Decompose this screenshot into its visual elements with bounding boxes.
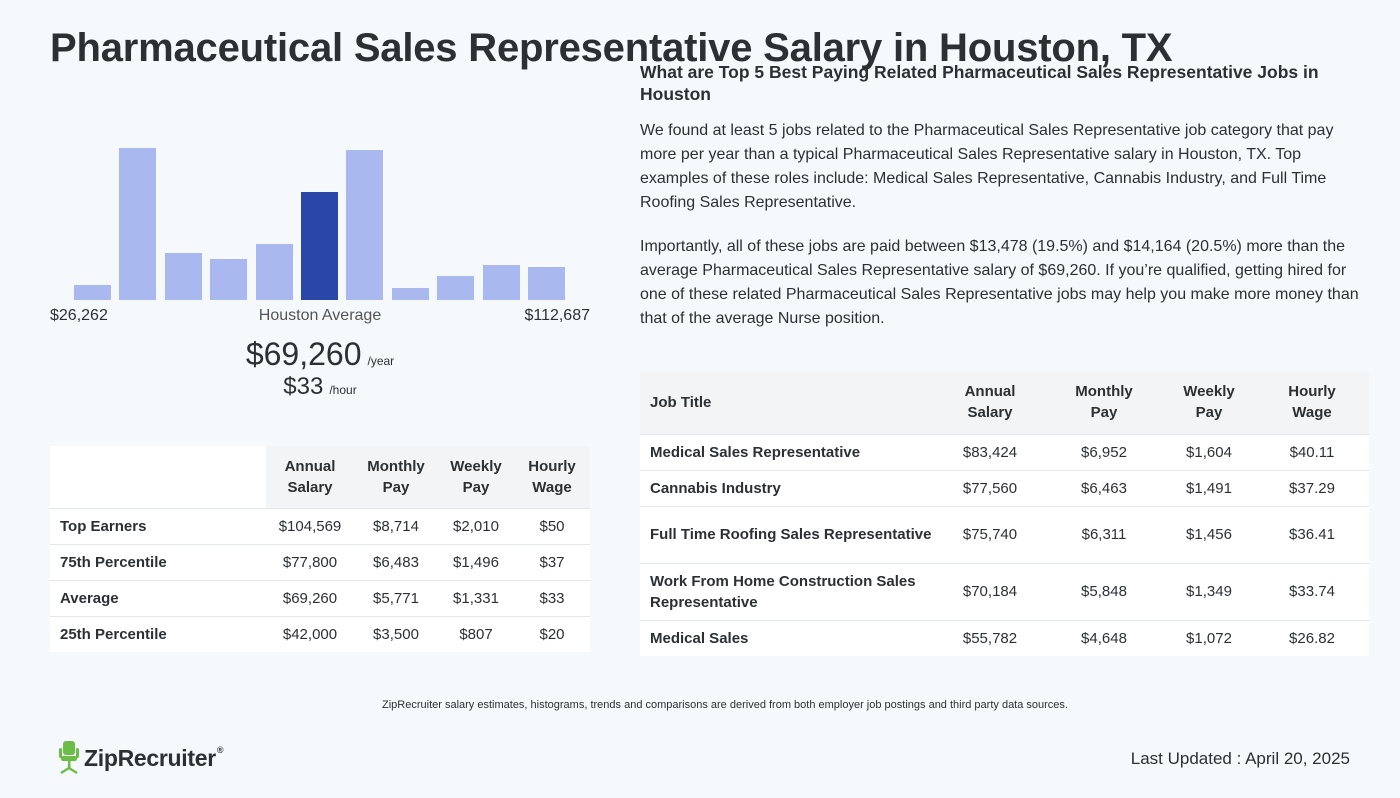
related-jobs-heading: What are Top 5 Best Paying Related Pharm… <box>640 62 1319 104</box>
histogram-bar <box>255 243 293 300</box>
table-header-cell: Annual Salary <box>935 371 1045 434</box>
table-cell: $2,010 <box>438 507 514 544</box>
table-row: Cannabis Industry $77,560 $6,463 $1,491 … <box>640 469 1369 506</box>
table-header-row: Job Title Annual Salary Monthly Pay Weekly… <box>640 371 1369 434</box>
table-header-row: Annual Salary Monthly Pay Weekly Pay Hourly… <box>50 446 590 508</box>
histogram-min-label: $26,262 <box>50 307 108 324</box>
average-salary: $69,260/year $33/hour <box>50 336 590 401</box>
salary-histogram <box>50 120 590 300</box>
job-title-cell: Cannabis Industry <box>640 469 935 506</box>
histogram-labels: $26,262 Houston Average $112,687 <box>50 307 590 329</box>
table-row: Full Time Roofing Sales Representative $… <box>640 505 1369 563</box>
table-header-cell: Monthly Pay <box>1045 371 1163 434</box>
logo-wordmark: ZipRecruiter® <box>84 744 224 771</box>
table-row: Average $69,260 $5,771 $1,331 $33 <box>50 579 590 616</box>
table-cell: $77,560 <box>935 469 1045 506</box>
histogram-bar-average <box>301 192 338 300</box>
salary-percentile-table: Annual Salary Monthly Pay Weekly Pay Hourly… <box>50 446 590 652</box>
table-cell: $37.29 <box>1255 469 1369 506</box>
table-cell: $1,491 <box>1163 469 1255 506</box>
table-cell: $6,311 <box>1045 505 1163 563</box>
histogram-average-label: Houston Average <box>258 307 382 324</box>
table-cell: $40.11 <box>1255 433 1369 470</box>
table-cell: $6,483 <box>354 543 438 580</box>
table-header-cell: Hourly Wage <box>1255 371 1369 434</box>
table-cell: $1,496 <box>438 543 514 580</box>
average-hourly-unit: /hour <box>329 383 357 397</box>
table-cell: $8,714 <box>354 507 438 544</box>
table-header-cell: Weekly Pay <box>438 446 514 508</box>
table-cell: $36.41 <box>1255 505 1369 563</box>
related-jobs-paragraph-1: We found at least 5 jobs related to the … <box>640 122 1334 211</box>
table-header-cell: Monthly Pay <box>354 446 438 508</box>
histogram-bar <box>391 287 429 300</box>
table-header-blank <box>50 446 266 508</box>
job-title-cell: Work From Home Construction Sales Repres… <box>640 562 935 620</box>
table-cell: $55,782 <box>935 619 1045 656</box>
table-cell: $4,648 <box>1045 619 1163 656</box>
table-header-cell: Annual Salary <box>266 446 354 508</box>
last-updated: Last Updated : April 20, 2025 <box>1130 749 1350 768</box>
average-yearly-value: $69,260 <box>245 336 362 372</box>
table-row: Work From Home Construction Sales Repres… <box>640 562 1369 620</box>
table-cell: $77,800 <box>266 543 354 580</box>
histogram-bar <box>528 266 565 300</box>
histogram-max-label: $112,687 <box>524 307 590 324</box>
row-label: Top Earners <box>50 507 266 544</box>
table-cell: $69,260 <box>266 579 354 616</box>
row-label: 25th Percentile <box>50 615 266 652</box>
related-jobs-table: Job Title Annual Salary Monthly Pay Weekly… <box>640 371 1369 656</box>
row-label: Average <box>50 579 266 616</box>
average-hourly-value: $33 <box>283 373 324 400</box>
data-source-footnote: ZipRecruiter salary estimates, histogram… <box>382 699 1068 711</box>
table-cell: $6,463 <box>1045 469 1163 506</box>
table-cell: $6,952 <box>1045 433 1163 470</box>
table-cell: $33.74 <box>1255 562 1369 620</box>
histogram-bar <box>437 275 475 300</box>
table-cell: $37 <box>514 543 590 580</box>
table-cell: $1,331 <box>438 579 514 616</box>
table-cell: $50 <box>514 507 590 544</box>
average-yearly-unit: /year <box>367 354 395 368</box>
table-row: 25th Percentile $42,000 $3,500 $807 $20 <box>50 615 590 652</box>
table-cell: $26.82 <box>1255 619 1369 656</box>
table-cell: $3,500 <box>354 615 438 652</box>
table-header-cell: Job Title <box>640 371 935 434</box>
table-row: Top Earners $104,569 $8,714 $2,010 $50 <box>50 507 590 544</box>
table-cell: $83,424 <box>935 433 1045 470</box>
table-cell: $1,456 <box>1163 505 1255 563</box>
histogram-bar <box>119 148 157 300</box>
histogram-bar <box>74 284 111 300</box>
table-cell: $20 <box>514 615 590 652</box>
table-cell: $5,771 <box>354 579 438 616</box>
table-row: 75th Percentile $77,800 $6,483 $1,496 $3… <box>50 543 590 580</box>
table-cell: $104,569 <box>266 507 354 544</box>
table-cell: $1,072 <box>1163 619 1255 656</box>
job-title-cell: Medical Sales <box>640 619 935 656</box>
table-cell: $807 <box>438 615 514 652</box>
table-header-cell: Weekly Pay <box>1163 371 1255 434</box>
table-cell: $33 <box>514 579 590 616</box>
histogram-bar <box>210 258 248 300</box>
table-cell: $1,349 <box>1163 562 1255 620</box>
related-jobs-paragraph-2: Importantly, all of these jobs are paid … <box>640 238 1359 327</box>
table-cell: $75,740 <box>935 505 1045 563</box>
table-cell: $5,848 <box>1045 562 1163 620</box>
histogram-bar <box>482 265 520 300</box>
row-label: 75th Percentile <box>50 543 266 580</box>
table-cell: $1,604 <box>1163 433 1255 470</box>
histogram-bar <box>164 252 202 300</box>
table-cell: $42,000 <box>266 615 354 652</box>
job-title-cell: Full Time Roofing Sales Representative <box>640 505 935 563</box>
ziprecruiter-logo[interactable]: ZipRecruiter® <box>58 740 224 776</box>
job-title-cell: Medical Sales Representative <box>640 433 935 470</box>
table-row: Medical Sales $55,782 $4,648 $1,072 $26.… <box>640 619 1369 656</box>
table-cell: $70,184 <box>935 562 1045 620</box>
page-title: Pharmaceutical Sales Representative Sala… <box>50 26 1173 70</box>
table-row: Medical Sales Representative $83,424 $6,… <box>640 433 1369 470</box>
histogram-bar <box>346 149 384 300</box>
chair-icon <box>59 741 79 775</box>
table-header-cell: Hourly Wage <box>514 446 590 508</box>
